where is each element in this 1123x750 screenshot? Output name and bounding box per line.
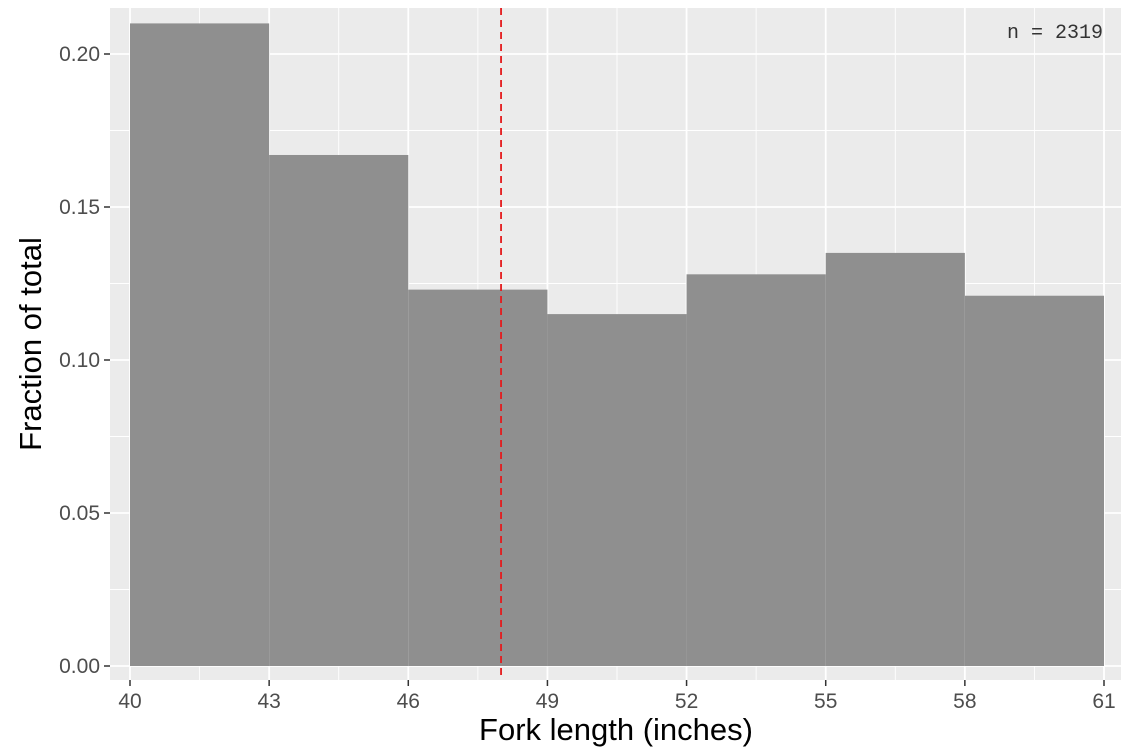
- histogram-bar: [825, 252, 965, 666]
- x-tick-label: 49: [536, 690, 559, 713]
- y-axis: 0.00 0.05 0.10 0.15 0.20: [59, 43, 110, 678]
- x-tick-label: 40: [118, 690, 141, 713]
- histogram-bar: [130, 23, 270, 666]
- y-axis-title: Fraction of total: [13, 237, 48, 451]
- x-tick-label: 46: [397, 690, 420, 713]
- y-tick-label: 0.10: [59, 349, 100, 372]
- sample-size-annotation: n = 2319: [1007, 22, 1103, 45]
- histogram-bar: [547, 314, 687, 666]
- histogram-bar: [408, 289, 548, 666]
- y-tick-label: 0.15: [59, 196, 100, 219]
- y-tick-label: 0.05: [59, 502, 100, 525]
- histogram-bar: [269, 154, 409, 667]
- y-tick-label: 0.00: [59, 655, 100, 678]
- x-axis-title: Fork length (inches): [479, 712, 753, 747]
- y-tick-label: 0.20: [59, 43, 100, 66]
- x-tick-label: 55: [814, 690, 837, 713]
- x-tick-label: 52: [675, 690, 698, 713]
- histogram-bar: [964, 295, 1104, 666]
- x-tick-label: 58: [953, 690, 976, 713]
- histogram-bar: [686, 274, 826, 666]
- x-axis: 40 43 46 49 52 55 58 61: [118, 680, 1116, 713]
- x-tick-label: 61: [1092, 690, 1115, 713]
- histogram-bars: [130, 23, 1104, 667]
- x-tick-label: 43: [257, 690, 280, 713]
